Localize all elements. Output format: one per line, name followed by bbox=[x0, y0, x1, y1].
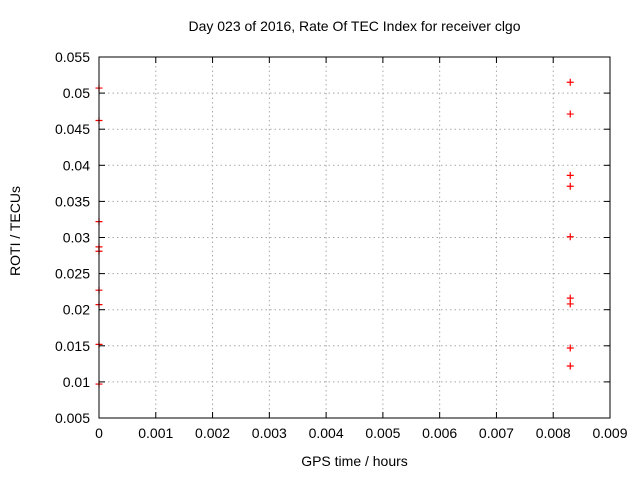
x-tick-label: 0.007 bbox=[479, 425, 514, 441]
data-point-marker bbox=[566, 344, 574, 352]
data-point-marker bbox=[566, 171, 574, 179]
y-axis-label: ROTI / TECUs bbox=[7, 186, 23, 276]
y-tick-label: 0.05 bbox=[63, 85, 90, 101]
data-point-marker bbox=[566, 110, 574, 118]
x-tick-label: 0.005 bbox=[365, 425, 400, 441]
x-tick-label: 0.002 bbox=[195, 425, 230, 441]
y-tick-label: 0.03 bbox=[63, 230, 90, 246]
x-tick-label: 0 bbox=[95, 425, 103, 441]
data-point-marker bbox=[566, 362, 574, 370]
x-tick-label: 0.001 bbox=[138, 425, 173, 441]
y-tick-label: 0.01 bbox=[63, 374, 90, 390]
x-tick-label: 0.006 bbox=[422, 425, 457, 441]
y-tick-label: 0.035 bbox=[55, 193, 90, 209]
y-tick-label: 0.04 bbox=[63, 157, 90, 173]
x-tick-label: 0.009 bbox=[592, 425, 627, 441]
data-point-marker bbox=[566, 300, 574, 308]
y-tick-label: 0.015 bbox=[55, 338, 90, 354]
x-tick-label: 0.003 bbox=[252, 425, 287, 441]
data-point-marker bbox=[566, 233, 574, 241]
data-point-marker bbox=[566, 78, 574, 86]
chart-title: Day 023 of 2016, Rate Of TEC Index for r… bbox=[188, 18, 521, 34]
y-tick-label: 0.025 bbox=[55, 266, 90, 282]
y-tick-label: 0.005 bbox=[55, 410, 90, 426]
x-tick-label: 0.004 bbox=[309, 425, 344, 441]
y-tick-label: 0.055 bbox=[55, 49, 90, 65]
data-point-marker bbox=[566, 182, 574, 190]
x-axis-label: GPS time / hours bbox=[301, 453, 408, 469]
y-tick-label: 0.045 bbox=[55, 121, 90, 137]
x-tick-label: 0.008 bbox=[536, 425, 571, 441]
y-tick-label: 0.02 bbox=[63, 302, 90, 318]
